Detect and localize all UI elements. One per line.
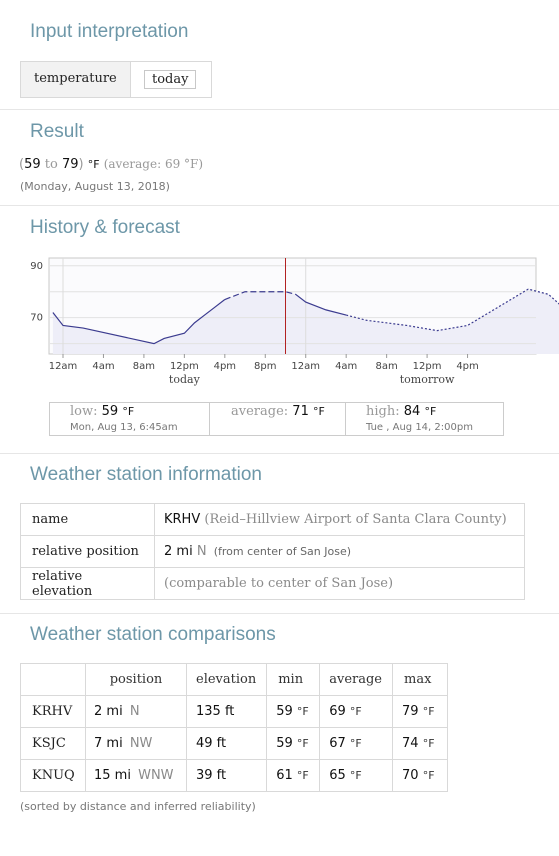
result-date: (Monday, August 13, 2018) — [20, 180, 170, 193]
relative-position-value: 2 mi N (from center of San Jose) — [154, 535, 525, 568]
station-id: KNUQ — [20, 759, 86, 792]
header-station — [20, 663, 86, 696]
result-low: 59 — [24, 157, 41, 172]
station-elevation: 135 ft — [185, 695, 268, 728]
interpretation-box: temperature today — [20, 61, 212, 98]
x-tick-label: 12am — [291, 361, 320, 372]
station-min: 59 °F — [266, 727, 321, 760]
station-id: KRHV — [20, 695, 86, 728]
result-average: (average: 69 °F) — [103, 157, 204, 171]
header-min: min — [266, 663, 321, 696]
station-position: 15 mi WNW — [85, 759, 187, 792]
station-elevation: 49 ft — [185, 727, 268, 760]
x-tick-label: 12am — [49, 361, 78, 372]
station-info-title: Weather station information — [30, 464, 262, 485]
table-header-row: position elevation min average max — [20, 663, 449, 696]
summary-low: low: 59 °F Mon, Aug 13, 6:45am — [50, 403, 210, 436]
station-position: 7 mi NW — [85, 727, 187, 760]
table-row: name KRHV (Reid–Hillview Airport of Sant… — [20, 503, 525, 536]
table-row: KNUQ 15 mi WNW 39 ft 61 °F 65 °F 70 °F — [20, 759, 449, 792]
x-tick-label: 8am — [376, 361, 398, 372]
comparisons-footnote: (sorted by distance and inferred reliabi… — [20, 800, 256, 813]
relative-position-label: relative position — [20, 535, 155, 568]
summary-high-value: 84 — [403, 404, 421, 419]
result-pod: Result (59 to 79) °F (average: 69 °F) (M… — [0, 110, 559, 206]
x-tick-label: 8pm — [254, 361, 276, 372]
table-row: KSJC 7 mi NW 49 ft 59 °F 67 °F 74 °F — [20, 727, 449, 760]
summary-average: average: 71 °F — [210, 403, 346, 436]
series-line-dashed-1 — [224, 291, 296, 301]
station-max: 70 °F — [392, 759, 449, 792]
input-interpretation-title: Input interpretation — [30, 21, 189, 42]
history-forecast-title: History & forecast — [30, 217, 180, 238]
day-label-tomorrow: tomorrow — [400, 373, 455, 386]
station-name-value: KRHV (Reid–Hillview Airport of Santa Cla… — [154, 503, 525, 536]
y-tick-label: 90 — [30, 261, 43, 272]
x-tick-label: 12pm — [170, 361, 199, 372]
station-id: KSJC — [20, 727, 86, 760]
result-value: (59 to 79) °F (average: 69 °F) — [19, 157, 204, 172]
summary-low-time: Mon, Aug 13, 6:45am — [70, 422, 178, 433]
x-tick-label: 4pm — [456, 361, 478, 372]
station-max: 79 °F — [392, 695, 449, 728]
station-comparisons-table: position elevation min average max KRHV 2… — [20, 663, 449, 792]
result-high: 79 — [61, 157, 79, 172]
y-tick-label: 70 — [30, 313, 43, 324]
table-row: KRHV 2 mi N 135 ft 59 °F 69 °F 79 °F — [20, 695, 449, 728]
input-interpretation-pod: Input interpretation temperature today — [0, 0, 559, 110]
header-position: position — [85, 663, 187, 696]
forecast-summary-box: low: 59 °F Mon, Aug 13, 6:45am average: … — [49, 402, 504, 436]
header-elevation: elevation — [185, 663, 268, 696]
result-unit: °F — [87, 158, 100, 171]
interpretation-item-today: today — [144, 70, 197, 89]
header-average: average — [319, 663, 394, 696]
summary-high: high: 84 °F Tue , Aug 14, 2:00pm — [366, 404, 473, 433]
x-tick-label: 4am — [335, 361, 357, 372]
temperature-label: temperature — [34, 71, 117, 86]
station-min: 59 °F — [266, 695, 321, 728]
summary-low-value: 59 — [101, 404, 119, 419]
temperature-chart: 90 70 12am 4am 8am 12pm 4pm 8pm 12am 4am 8am 12pm 4p… — [30, 257, 559, 386]
relative-elevation-value: (comparable to center of San Jose) — [154, 567, 525, 600]
result-title: Result — [30, 121, 84, 142]
station-max: 74 °F — [392, 727, 449, 760]
x-tick-label: 8am — [133, 361, 155, 372]
table-row: relative elevation (comparable to center… — [20, 567, 525, 600]
interpretation-item-temperature: temperature — [21, 62, 131, 97]
station-comparisons-pod: Weather station comparisons position ele… — [0, 614, 559, 856]
table-row: relative position 2 mi N (from center of… — [20, 535, 525, 568]
x-tick-label: 4pm — [214, 361, 236, 372]
station-position: 2 mi N — [85, 695, 187, 728]
summary-high-time: Tue , Aug 14, 2:00pm — [366, 422, 473, 433]
history-forecast-pod: History & forecast 90 70 12am 4am 8am 12pm 4pm… — [0, 206, 559, 454]
station-info-table: name KRHV (Reid–Hillview Airport of Sant… — [20, 503, 525, 600]
station-elevation: 39 ft — [185, 759, 268, 792]
station-min: 61 °F — [266, 759, 321, 792]
station-comparisons-title: Weather station comparisons — [30, 624, 276, 645]
summary-average-value: 71 — [292, 404, 309, 419]
relative-elevation-label: relative elevation — [20, 567, 155, 600]
series-line-solid-2 — [295, 293, 347, 316]
x-tick-label: 12pm — [413, 361, 442, 372]
x-tick-label: 4am — [92, 361, 114, 372]
header-max: max — [392, 663, 449, 696]
station-average: 69 °F — [319, 695, 394, 728]
station-average: 67 °F — [319, 727, 394, 760]
station-info-pod: Weather station information name KRHV (R… — [0, 454, 559, 614]
station-average: 65 °F — [319, 759, 394, 792]
series-line-solid-0 — [52, 299, 226, 345]
day-label-today: today — [169, 373, 201, 386]
station-name-label: name — [20, 503, 155, 536]
